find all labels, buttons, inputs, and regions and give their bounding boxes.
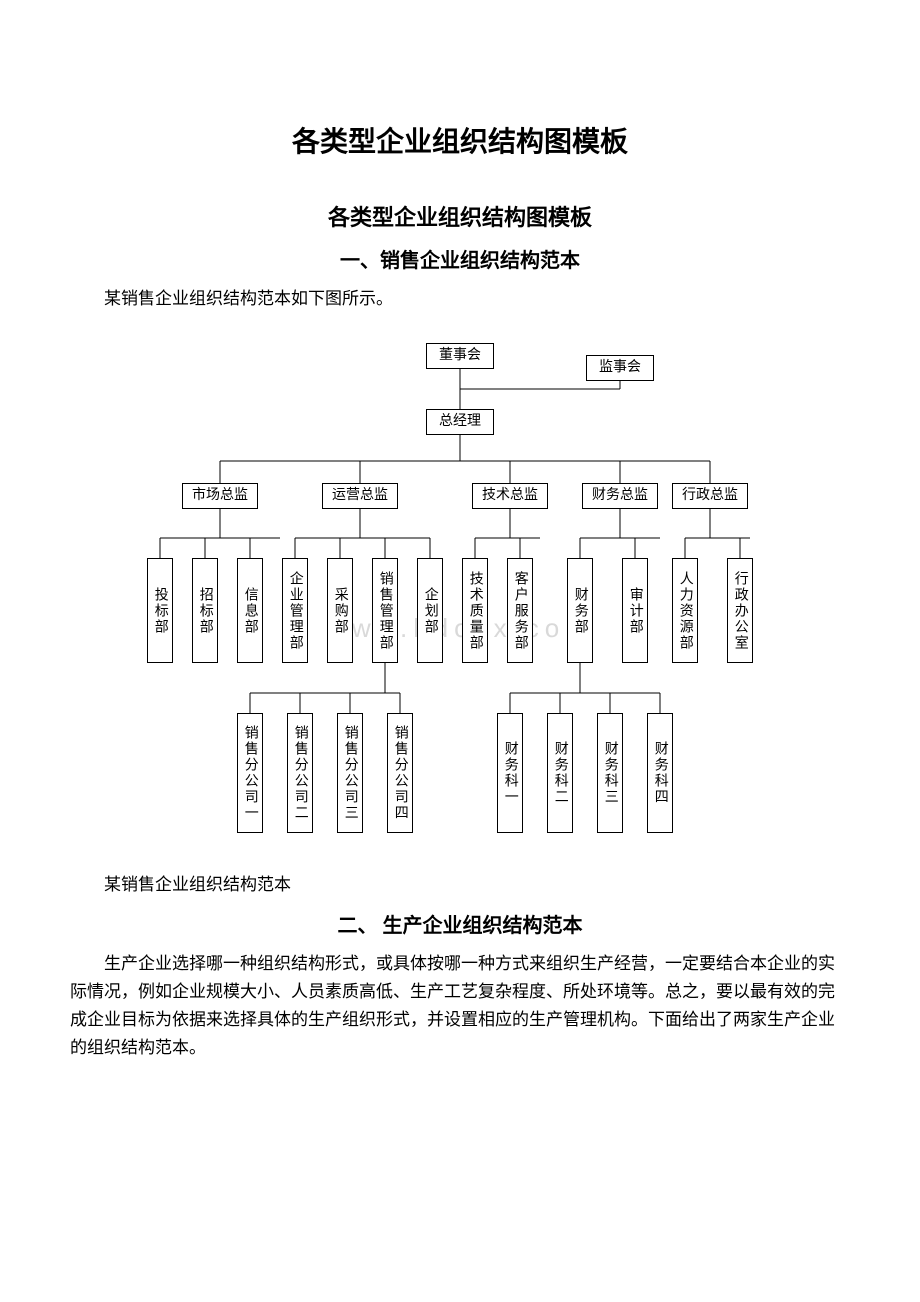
- node-dept-5: 销售管理部: [372, 558, 398, 663]
- node-director-3: 财务总监: [582, 483, 658, 509]
- section2-heading: 二、 生产企业组织结构范本: [70, 909, 850, 938]
- node-sub-l-0: 销售分公司一: [237, 713, 263, 833]
- node-sub-l-1: 销售分公司二: [287, 713, 313, 833]
- node-sub-r-1: 财务科二: [547, 713, 573, 833]
- section1-intro: 某销售企业组织结构范本如下图所示。: [70, 285, 850, 313]
- section2-body: 生产企业选择哪一种组织结构形式，或具体按哪一种方式来组织生产经营，一定要结合本企…: [70, 950, 850, 1062]
- node-sub-l-3: 销售分公司四: [387, 713, 413, 833]
- section1-heading: 一、销售企业组织结构范本: [70, 244, 850, 273]
- node-director-0: 市场总监: [182, 483, 258, 509]
- node-director-1: 运营总监: [322, 483, 398, 509]
- node-sub-l-2: 销售分公司三: [337, 713, 363, 833]
- node-director-2: 技术总监: [472, 483, 548, 509]
- node-director-4: 行政总监: [672, 483, 748, 509]
- node-dept-11: 人力资源部: [672, 558, 698, 663]
- node-sub-r-2: 财务科三: [597, 713, 623, 833]
- node-supervisor: 监事会: [586, 355, 654, 381]
- watermark-text: www.bdocx.com: [327, 613, 593, 644]
- node-dept-7: 技术质量部: [462, 558, 488, 663]
- node-gm: 总经理: [426, 409, 494, 435]
- node-dept-4: 采购部: [327, 558, 353, 663]
- node-dept-9: 财务部: [567, 558, 593, 663]
- node-dept-6: 企划部: [417, 558, 443, 663]
- node-dept-3: 企业管理部: [282, 558, 308, 663]
- node-dept-2: 信息部: [237, 558, 263, 663]
- node-board: 董事会: [426, 343, 494, 369]
- sub-title: 各类型企业组织结构图模板: [70, 200, 850, 232]
- node-dept-8: 客户服务部: [507, 558, 533, 663]
- org-chart: www.bdocx.com: [140, 343, 780, 853]
- node-dept-0: 投标部: [147, 558, 173, 663]
- node-dept-12: 行政办公室: [727, 558, 753, 663]
- node-sub-r-0: 财务科一: [497, 713, 523, 833]
- node-dept-10: 审计部: [622, 558, 648, 663]
- main-title: 各类型企业组织结构图模板: [70, 120, 850, 160]
- chart1-caption: 某销售企业组织结构范本: [70, 871, 850, 899]
- node-dept-1: 招标部: [192, 558, 218, 663]
- node-sub-r-3: 财务科四: [647, 713, 673, 833]
